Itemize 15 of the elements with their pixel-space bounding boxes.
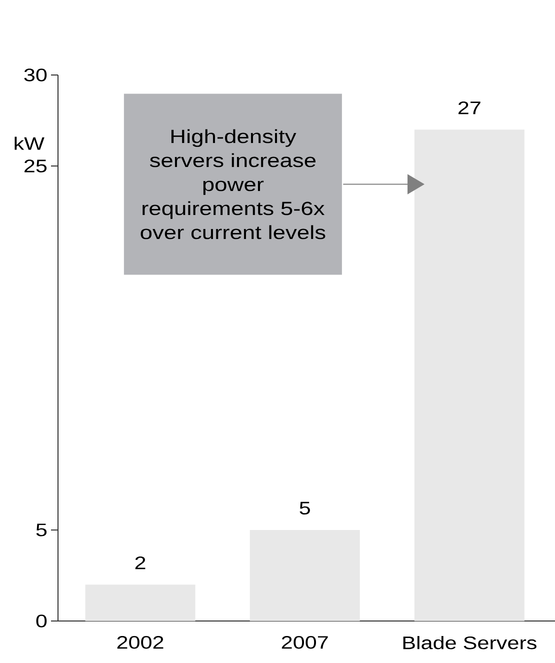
y-tick-label: 5 <box>36 524 47 536</box>
x-tick-label: Blade Servers <box>403 636 536 650</box>
bar <box>85 584 196 621</box>
data-label: 27 <box>458 101 480 114</box>
annotation: High-density servers increase power requirements 5-6x over current levels <box>140 129 326 240</box>
bar <box>250 530 360 621</box>
y-tick-label: 0 <box>36 614 47 628</box>
x-tick-label: 2007 <box>282 636 328 649</box>
y-axis-title: kW <box>14 136 44 150</box>
y-tick-label: 25 <box>24 160 47 172</box>
bar <box>414 130 524 621</box>
data-label: 2 <box>135 556 146 570</box>
x-tick-label: 2002 <box>117 636 164 649</box>
y-tick-label: 30 <box>24 68 47 82</box>
data-label: 5 <box>300 502 310 514</box>
